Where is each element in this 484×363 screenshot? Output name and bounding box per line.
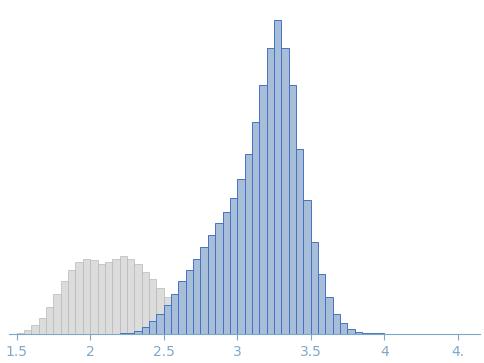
Bar <box>267 48 274 334</box>
Bar <box>252 122 259 334</box>
Bar <box>281 48 288 334</box>
Bar <box>142 327 149 334</box>
Bar <box>149 279 156 334</box>
Bar <box>171 307 179 334</box>
Bar <box>333 314 340 334</box>
Bar <box>164 305 171 334</box>
Bar <box>164 297 171 334</box>
Bar <box>39 318 46 334</box>
Bar <box>142 272 149 334</box>
Bar <box>61 281 68 334</box>
Bar <box>31 325 39 334</box>
Bar <box>193 258 200 334</box>
Bar <box>76 262 83 334</box>
Bar <box>208 234 215 334</box>
Bar <box>208 331 215 334</box>
Bar <box>179 314 186 334</box>
Bar <box>179 281 186 334</box>
Bar <box>46 307 53 334</box>
Bar <box>223 212 230 334</box>
Bar <box>105 262 112 334</box>
Bar <box>362 333 370 334</box>
Bar <box>200 328 208 334</box>
Bar <box>90 260 98 334</box>
Bar <box>156 288 164 334</box>
Bar <box>120 256 127 334</box>
Bar <box>16 333 24 334</box>
Bar <box>53 294 61 334</box>
Bar <box>259 85 267 334</box>
Bar <box>193 325 200 334</box>
Bar <box>134 331 142 334</box>
Bar <box>325 297 333 334</box>
Bar <box>215 223 223 334</box>
Bar <box>134 264 142 334</box>
Bar <box>340 323 348 334</box>
Bar <box>83 258 90 334</box>
Bar <box>112 258 120 334</box>
Bar <box>127 258 134 334</box>
Bar <box>186 321 193 334</box>
Bar <box>98 264 105 334</box>
Bar <box>230 197 237 334</box>
Bar <box>68 270 76 334</box>
Bar <box>24 330 31 334</box>
Bar <box>296 150 303 334</box>
Bar <box>186 270 193 334</box>
Bar <box>318 274 325 334</box>
Bar <box>355 332 362 334</box>
Bar <box>274 20 281 334</box>
Bar <box>237 179 244 334</box>
Bar <box>215 333 223 334</box>
Bar <box>156 314 164 334</box>
Bar <box>311 242 318 334</box>
Bar <box>244 154 252 334</box>
Bar <box>303 200 311 334</box>
Bar <box>127 333 134 334</box>
Bar <box>171 294 179 334</box>
Bar <box>288 85 296 334</box>
Bar <box>348 329 355 334</box>
Bar <box>200 246 208 334</box>
Bar <box>149 322 156 334</box>
